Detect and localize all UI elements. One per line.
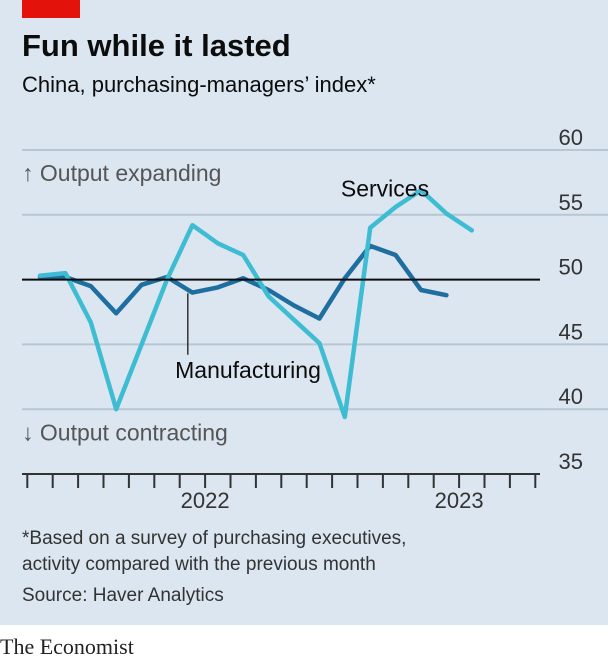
footnote-line-1: *Based on a survey of purchasing executi… xyxy=(22,528,407,549)
publisher-logo: The Economist xyxy=(0,634,134,659)
series-line-manufacturing xyxy=(37,243,449,321)
source-note: Source: Haver Analytics xyxy=(22,585,224,606)
y-tick-label-50: 50 xyxy=(559,255,583,280)
brand-accent-tag xyxy=(22,0,80,18)
series-label-services: Services xyxy=(341,176,429,202)
y-tick-label-35: 35 xyxy=(559,449,583,474)
chart-subtitle: China, purchasing-managers’ index* xyxy=(22,72,376,97)
y-tick-label-40: 40 xyxy=(559,384,583,409)
y-tick-label-45: 45 xyxy=(559,319,583,344)
line-chart: 35 40 45 50 55 60 2022 2023 ↑ Output expanding ↓ … xyxy=(22,125,608,513)
annotation-output-expanding: ↑ Output expanding xyxy=(22,160,221,186)
x-tick-label-2023: 2023 xyxy=(435,488,484,513)
y-tick-label-55: 55 xyxy=(559,190,583,215)
x-tick-label-2022: 2022 xyxy=(181,488,230,513)
series-line-services xyxy=(37,187,475,420)
annotation-output-contracting: ↓ Output contracting xyxy=(22,419,228,445)
chart-title: Fun while it lasted xyxy=(22,28,291,63)
chart-card: Fun while it lasted China, purchasing-ma… xyxy=(0,0,608,625)
series-label-manufacturing: Manufacturing xyxy=(175,357,321,383)
y-tick-label-60: 60 xyxy=(559,125,583,150)
footnote-line-2: activity compared with the previous mont… xyxy=(22,554,376,575)
